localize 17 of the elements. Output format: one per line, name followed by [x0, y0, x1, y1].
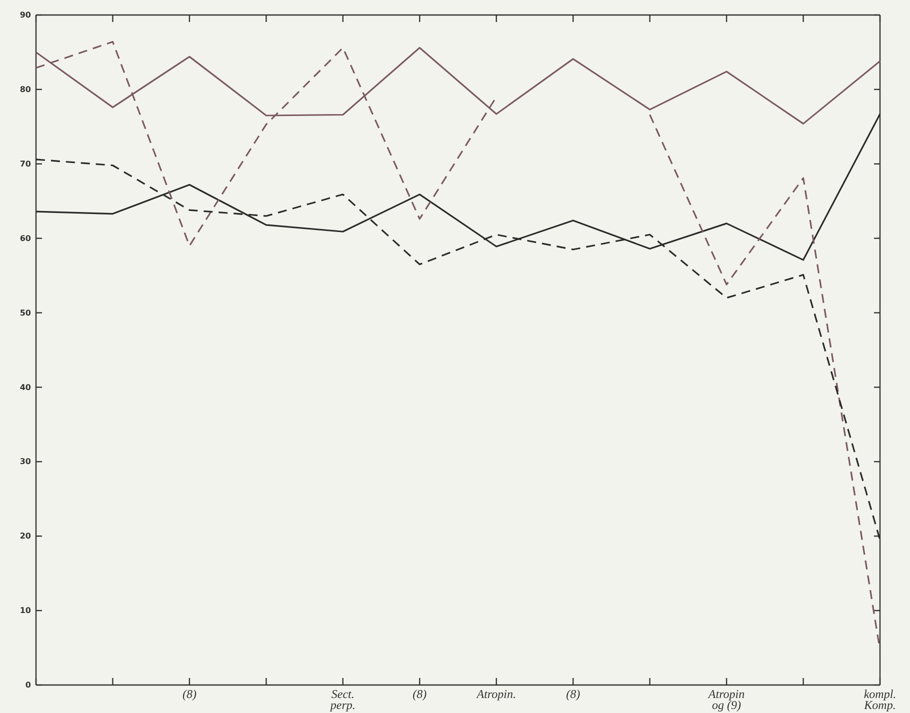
- x-tick-label: kompl. Komp.: [863, 687, 896, 712]
- y-tick-label: 70: [20, 159, 32, 168]
- y-tick-label: 50: [20, 308, 32, 318]
- y-tick-label: 80: [20, 85, 32, 94]
- x-tick-label: (8): [566, 687, 580, 701]
- x-tick-label: Atropin.: [476, 687, 516, 701]
- x-tick-label: (8): [182, 687, 196, 701]
- y-tick-label: 90: [20, 10, 32, 20]
- y-tick-label: 20: [20, 532, 32, 541]
- x-tick-label: (8): [412, 687, 427, 701]
- y-tick-label: 60: [20, 234, 32, 243]
- x-tick-label: Sect. perp.: [329, 687, 356, 712]
- y-tick-label: 0: [25, 680, 32, 690]
- y-tick-label: 40: [20, 382, 32, 392]
- x-tick-label: Atropin og (9): [707, 687, 745, 712]
- y-tick-label: 10: [20, 606, 32, 616]
- y-tick-label: 30: [20, 457, 32, 466]
